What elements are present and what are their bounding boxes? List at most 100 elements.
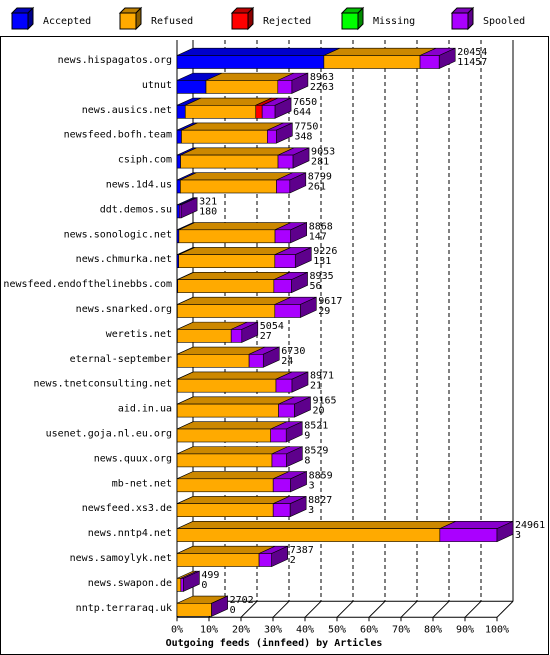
- bar-segment-refused: [184, 97, 272, 119]
- bar-segment-refused: [176, 396, 295, 418]
- bar-weretis-net: [176, 321, 259, 343]
- bar-end: [291, 271, 308, 294]
- accepted-value: 2: [290, 555, 296, 566]
- bar-end: [274, 97, 292, 119]
- x-tick-label: 40%: [296, 624, 314, 635]
- offered-value: 20454: [457, 47, 487, 58]
- bar-end: [183, 570, 200, 592]
- bar-news-sonologic-net: [176, 222, 307, 244]
- bar-end: [289, 172, 307, 194]
- bar-news-chmurka-net: [176, 246, 312, 269]
- bar-news-nntp4-net: [176, 520, 514, 543]
- bar-newsfeed-endofthelinebbs-com: [176, 271, 308, 294]
- accepted-value: 24: [281, 356, 293, 367]
- offered-value: 8963: [310, 72, 334, 83]
- bar-segment-spooled: [274, 247, 312, 268]
- category-label: news.swapon.de: [88, 578, 172, 589]
- x-tick-label: 90%: [456, 624, 474, 635]
- bar-segment-refused: [176, 521, 456, 542]
- bar-end: [496, 520, 514, 543]
- accepted-value: 0: [201, 580, 207, 591]
- bar-eternal-september: [176, 346, 280, 368]
- x-tick-label: 60%: [360, 624, 378, 635]
- bar-end: [292, 147, 310, 169]
- category-label: aid.in.ua: [118, 404, 172, 415]
- bar-segment-refused: [176, 446, 289, 468]
- bar-end: [271, 545, 289, 567]
- bar-end: [294, 246, 312, 269]
- offered-value: 321: [199, 196, 217, 207]
- bar-segment-spooled: [270, 421, 303, 443]
- bar-news-snarked-org: [176, 296, 317, 318]
- offered-value: 8859: [309, 470, 333, 481]
- accepted-value: 11457: [457, 57, 487, 68]
- bar-end: [299, 296, 317, 318]
- bar-ddt-demos-su: [176, 197, 198, 219]
- accepted-value: 2263: [310, 82, 334, 93]
- legend-label-missing: Missing: [373, 16, 415, 27]
- bar-end: [180, 197, 198, 219]
- offered-value: 8799: [308, 172, 332, 183]
- category-label: news.1d4.us: [106, 180, 172, 191]
- legend: Accepted Refused Rejected Missing Spooled: [10, 6, 525, 31]
- category-label: mb-net.net: [112, 478, 172, 489]
- category-label: ddt.demos.su: [100, 204, 172, 215]
- bar-segment-refused: [176, 496, 290, 518]
- offered-value: 8827: [308, 495, 332, 506]
- offered-value: 8971: [310, 371, 334, 382]
- legend-label-rejected: Rejected: [263, 16, 311, 27]
- bar-segment-refused: [176, 371, 293, 393]
- bar-segment-spooled: [277, 147, 310, 169]
- accepted-value: 180: [199, 206, 217, 217]
- category-label: news.hispagatos.org: [58, 55, 172, 66]
- x-axis-label: Outgoing feeds (innfeed) by Articles: [166, 637, 383, 649]
- plot-area: news.hispagatos.org utnut news.ausics.net n…: [0, 36, 549, 655]
- bar-usenet-goja-nl-eu-org: [176, 421, 303, 443]
- bar-end: [262, 346, 280, 368]
- offered-value: 9617: [318, 296, 342, 307]
- bar-news-tnetconsulting-net: [176, 371, 309, 393]
- bar-utnut: [176, 72, 309, 94]
- bar-segment-refused: [178, 247, 291, 268]
- category-label: eternal-september: [70, 354, 172, 365]
- x-tick-label: 10%: [200, 624, 218, 635]
- value-labels: 2045411457896322637650644775034890532818…: [199, 47, 545, 616]
- bar-news-1d4-us: [176, 172, 307, 194]
- legend-item-rejected: Rejected: [230, 6, 311, 31]
- bar-news-swapon-de: [176, 570, 200, 592]
- bar-segment-spooled: [272, 471, 307, 493]
- accepted-value: 3: [309, 480, 315, 491]
- bar-segment-spooled: [276, 172, 306, 194]
- legend-label-refused: Refused: [151, 16, 193, 27]
- accepted-value: 348: [294, 132, 312, 143]
- bar-segment-refused: [181, 122, 284, 144]
- category-label: newsfeed.bofh.team: [64, 130, 172, 141]
- bar-end: [211, 595, 228, 617]
- bar-segment-refused: [178, 222, 292, 244]
- bar-segment-refused: [176, 421, 287, 443]
- offered-value: 24961: [515, 520, 545, 531]
- offered-value: 7387: [290, 545, 314, 556]
- offered-value: 2702: [230, 595, 254, 606]
- category-label: news.quux.org: [94, 453, 172, 464]
- bar-end: [438, 47, 456, 69]
- x-tick-label: 30%: [264, 624, 282, 635]
- x-tick-label: 0%: [171, 624, 183, 635]
- category-label: news.chmurka.net: [76, 254, 172, 265]
- bar-end: [290, 471, 307, 493]
- x-tick-label: 50%: [328, 624, 346, 635]
- accepted-value: 21: [310, 381, 322, 392]
- bar-segment-accepted: [176, 47, 341, 69]
- category-label: utnut: [142, 80, 172, 91]
- accepted-value: 131: [313, 256, 331, 267]
- x-tick-label: 70%: [392, 624, 410, 635]
- bar-segment-refused: [180, 147, 295, 169]
- bar-end: [290, 222, 307, 244]
- bar-end: [241, 321, 259, 343]
- bar-mb-net-net: [176, 471, 307, 493]
- bar-end: [276, 122, 293, 144]
- bar-news-hispagatos-org: [176, 47, 456, 69]
- accepted-value: 56: [310, 281, 322, 292]
- x-tick-label: 80%: [424, 624, 442, 635]
